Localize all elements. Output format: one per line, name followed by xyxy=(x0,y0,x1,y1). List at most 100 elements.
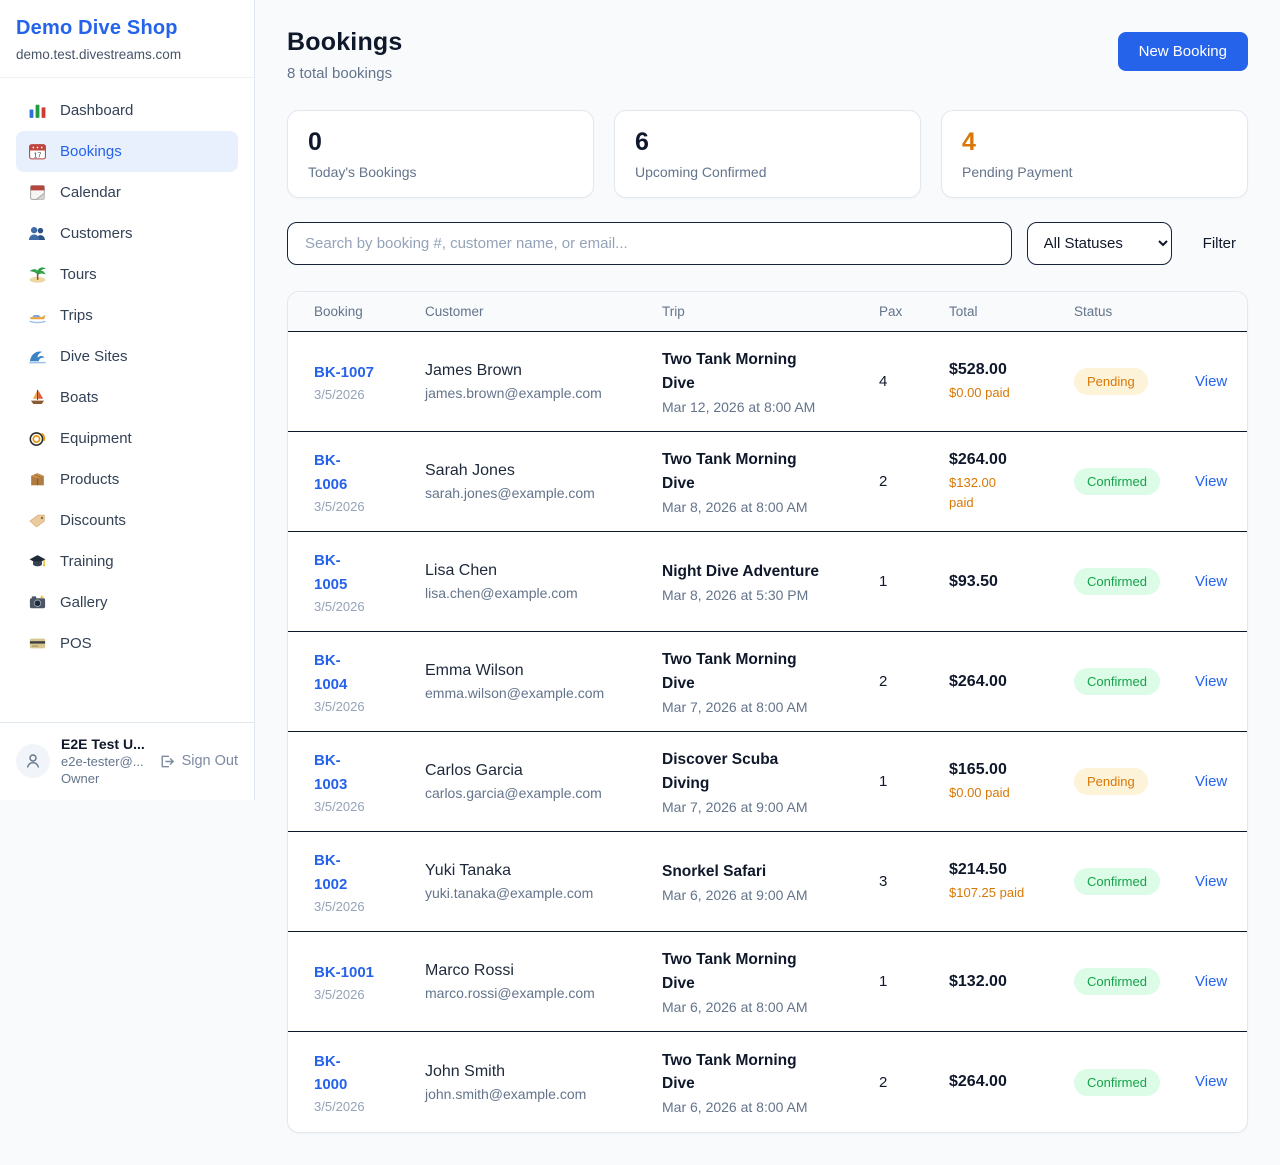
sidebar-item-customers[interactable]: Customers xyxy=(16,213,238,254)
sidebar-item-label: Discounts xyxy=(60,512,126,529)
new-booking-button[interactable]: New Booking xyxy=(1117,32,1248,71)
col-status: Status xyxy=(1074,304,1113,319)
pax-cell: 1 xyxy=(879,773,888,790)
trip-name: Two Tank Morning Dive xyxy=(662,951,797,992)
sidebar-item-calendar[interactable]: Calendar xyxy=(16,172,238,213)
wave-icon xyxy=(28,347,47,366)
sidebar-item-dive-sites[interactable]: Dive Sites xyxy=(16,336,238,377)
sidebar-header: Demo Dive Shop demo.test.divestreams.com xyxy=(0,0,254,78)
trip-cell: Discover Scuba Diving Mar 7, 2026 at 9:0… xyxy=(662,748,879,815)
table-row: BK- 1003 3/5/2026 Carlos Garcia carlos.g… xyxy=(288,732,1247,832)
customer-email: james.brown@example.com xyxy=(425,385,602,401)
sidebar-item-label: Products xyxy=(60,471,120,488)
status-badge: Confirmed xyxy=(1074,668,1160,695)
trip-cell: Two Tank Morning Dive Mar 8, 2026 at 8:0… xyxy=(662,448,879,515)
view-link[interactable]: View xyxy=(1195,972,1228,990)
stat-label: Pending Payment xyxy=(962,164,1073,180)
sidebar-item-label: POS xyxy=(60,635,92,652)
sidebar-item-gallery[interactable]: Gallery xyxy=(16,582,238,623)
trip-datetime: Mar 6, 2026 at 8:00 AM xyxy=(662,998,808,1015)
pax-cell: 2 xyxy=(879,673,888,690)
sidebar-item-boats[interactable]: Boats xyxy=(16,377,238,418)
total-cell: $264.00 xyxy=(949,1073,1074,1091)
trip-datetime: Mar 7, 2026 at 8:00 AM xyxy=(662,698,808,715)
view-link[interactable]: View xyxy=(1195,672,1228,690)
sidebar-item-pos[interactable]: POS xyxy=(16,623,238,664)
package-icon xyxy=(28,470,47,489)
actions-cell: View xyxy=(1195,973,1227,991)
booking-cell: BK- 1003 3/5/2026 xyxy=(314,749,425,814)
app-name: Demo Dive Shop xyxy=(16,17,178,39)
pax-cell: 1 xyxy=(879,973,888,990)
customer-email: lisa.chen@example.com xyxy=(425,585,578,601)
stat-value: 6 xyxy=(635,128,649,156)
sidebar-nav: Dashboard 17 Bookings Calendar Customers Tour… xyxy=(0,78,254,722)
sidebar-item-bookings[interactable]: 17 Bookings xyxy=(16,131,238,172)
booking-id-link[interactable]: BK- 1000 xyxy=(314,1052,348,1093)
trip-datetime: Mar 6, 2026 at 9:00 AM xyxy=(662,887,808,904)
sidebar-item-discounts[interactable]: Discounts xyxy=(16,500,238,541)
stat-card-upcoming-confirmed: 6 Upcoming Confirmed xyxy=(614,110,921,198)
app-domain: demo.test.divestreams.com xyxy=(16,47,182,62)
sidebar-item-training[interactable]: Training xyxy=(16,541,238,582)
status-badge: Confirmed xyxy=(1074,1068,1160,1096)
trip-name: Snorkel Safari xyxy=(662,862,767,880)
booking-date: 3/5/2026 xyxy=(314,387,365,403)
customer-cell: Emma Wilson emma.wilson@example.com xyxy=(425,662,662,701)
booking-cell: BK-1001 3/5/2026 xyxy=(314,961,425,1002)
customer-cell: Marco Rossi marco.rossi@example.com xyxy=(425,962,662,1001)
sidebar-item-trips[interactable]: Trips xyxy=(16,295,238,336)
trip-cell: Two Tank Morning Dive Mar 12, 2026 at 8:… xyxy=(662,348,879,415)
trip-datetime: Mar 7, 2026 at 9:00 AM xyxy=(662,798,808,815)
page-subtitle: 8 total bookings xyxy=(287,65,393,82)
table-row: BK- 1005 3/5/2026 Lisa Chen lisa.chen@ex… xyxy=(288,532,1247,632)
status-badge: Confirmed xyxy=(1074,568,1160,595)
col-total: Total xyxy=(949,304,978,319)
bar-chart-icon xyxy=(28,101,47,120)
sidebar-item-label: Equipment xyxy=(60,430,132,447)
total-cell: $264.00 $132.00 paid xyxy=(949,451,1074,512)
booking-id-link[interactable]: BK- 1004 xyxy=(314,652,348,693)
booking-id-link[interactable]: BK- 1003 xyxy=(314,752,348,793)
booking-date: 3/5/2026 xyxy=(314,798,365,814)
customer-email: marco.rossi@example.com xyxy=(425,985,595,1001)
view-link[interactable]: View xyxy=(1195,772,1228,790)
customer-name: James Brown xyxy=(425,362,522,379)
booking-date: 3/5/2026 xyxy=(314,698,365,714)
sidebar-item-dashboard[interactable]: Dashboard xyxy=(16,90,238,131)
sidebar-item-label: Dive Sites xyxy=(60,348,128,365)
view-link[interactable]: View xyxy=(1195,872,1228,890)
status-cell: Confirmed xyxy=(1074,968,1195,995)
table-row: BK- 1004 3/5/2026 Emma Wilson emma.wilso… xyxy=(288,632,1247,732)
pax-cell: 2 xyxy=(879,1073,888,1091)
view-link[interactable]: View xyxy=(1195,372,1228,390)
trip-datetime: Mar 6, 2026 at 8:00 AM xyxy=(662,1099,808,1116)
sign-out-button[interactable]: Sign Out xyxy=(158,753,238,770)
booking-id-link[interactable]: BK- 1006 xyxy=(314,452,348,493)
col-customer: Customer xyxy=(425,304,484,319)
sidebar-item-label: Customers xyxy=(60,225,133,242)
sidebar-item-equipment[interactable]: Equipment xyxy=(16,418,238,459)
trip-name: Two Tank Morning Dive xyxy=(662,1051,797,1092)
sidebar-item-tours[interactable]: Tours xyxy=(16,254,238,295)
total-amount: $93.50 xyxy=(949,572,998,590)
total-amount: $264.00 xyxy=(949,1073,1007,1090)
booking-id-link[interactable]: BK- 1002 xyxy=(314,852,348,893)
sign-out-icon xyxy=(161,755,174,767)
view-link[interactable]: View xyxy=(1195,472,1228,490)
booking-id-link[interactable]: BK- 1005 xyxy=(314,552,348,593)
table-header: Booking Customer Trip Pax Total Status xyxy=(288,292,1247,332)
view-link[interactable]: View xyxy=(1195,572,1228,590)
booking-cell: BK- 1002 3/5/2026 xyxy=(314,849,425,914)
status-badge: Confirmed xyxy=(1074,868,1160,895)
calendar-17-icon: 17 xyxy=(28,142,47,161)
sidebar-item-products[interactable]: Products xyxy=(16,459,238,500)
trip-datetime: Mar 8, 2026 at 8:00 AM xyxy=(662,498,808,515)
filter-button[interactable]: Filter xyxy=(1202,235,1236,252)
booking-id-link[interactable]: BK-1001 xyxy=(314,963,375,981)
status-select[interactable]: All Statuses xyxy=(1026,222,1172,265)
view-link[interactable]: View xyxy=(1195,1073,1228,1090)
booking-id-link[interactable]: BK-1007 xyxy=(314,363,375,381)
customer-cell: John Smith john.smith@example.com xyxy=(425,1063,662,1102)
search-input[interactable] xyxy=(287,222,1012,265)
